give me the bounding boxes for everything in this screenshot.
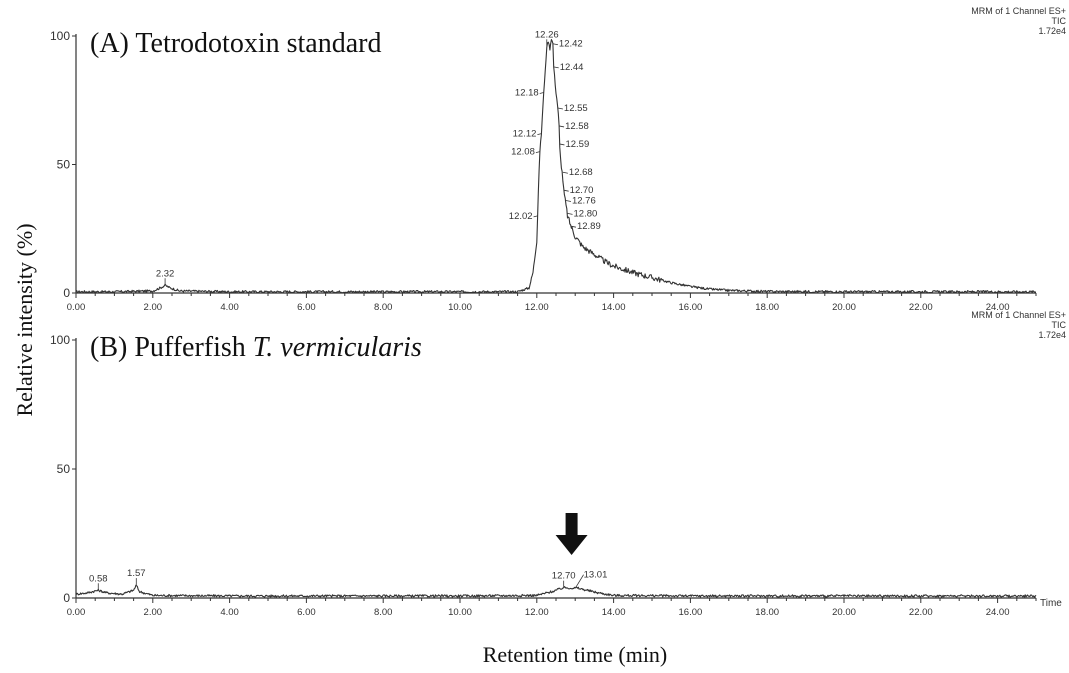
chromatogram-trace xyxy=(75,39,1037,294)
peak-label-leader xyxy=(567,212,573,215)
x-tick-label: 6.00 xyxy=(297,302,316,313)
x-tick-label: 2.00 xyxy=(144,302,163,313)
peak-label: 12.80 xyxy=(574,208,598,219)
x-axis-title: Retention time (min) xyxy=(483,642,668,667)
peak-label-leader xyxy=(563,189,569,192)
x-tick-label: 20.00 xyxy=(832,302,856,313)
x-tick-label: 16.00 xyxy=(679,607,703,618)
panel-title: (B) Pufferfish T. vermicularis xyxy=(90,332,422,363)
x-tick-label: 8.00 xyxy=(374,302,393,313)
peak-label-leader xyxy=(535,151,540,154)
peak-label: 12.44 xyxy=(560,62,584,73)
peak-label: 12.42 xyxy=(559,39,583,50)
x-tick-label: 4.00 xyxy=(220,607,239,618)
instrument-header-line: 1.72e4 xyxy=(1038,26,1066,36)
peak-label-leader xyxy=(533,215,538,218)
x-tick-label: 12.00 xyxy=(525,302,549,313)
y-tick-label: 0 xyxy=(63,591,70,605)
x-tick-label: 22.00 xyxy=(909,607,933,618)
peak-label: 12.55 xyxy=(564,103,588,114)
x-tick-label: 10.00 xyxy=(448,302,472,313)
x-tick-label: 18.00 xyxy=(755,607,779,618)
peak-label: 12.58 xyxy=(565,121,589,132)
peak-label-leader xyxy=(558,125,565,128)
peak-label: 12.70 xyxy=(570,185,594,196)
panel-title: (A) Tetrodotoxin standard xyxy=(90,28,381,59)
y-tick-label: 100 xyxy=(50,29,70,43)
instrument-header-line: 1.72e4 xyxy=(1038,330,1066,340)
x-tick-label: 4.00 xyxy=(220,302,239,313)
x-tick-label: 2.00 xyxy=(144,607,163,618)
x-tick-label: 8.00 xyxy=(374,607,393,618)
y-tick-label: 0 xyxy=(63,286,70,300)
down-arrow-icon xyxy=(555,513,588,555)
peak-label-leader xyxy=(537,133,542,136)
y-tick-label: 100 xyxy=(50,333,70,347)
x-tick-label: 24.00 xyxy=(986,302,1010,313)
chromatogram-trace xyxy=(75,584,1037,598)
y-tick-label: 50 xyxy=(57,158,71,172)
x-tick-label: 0.00 xyxy=(67,607,86,618)
peak-label: 1.57 xyxy=(127,568,146,579)
peak-label-leader xyxy=(552,43,559,46)
y-axis-title: Relative intensity (%) xyxy=(12,223,37,416)
peak-label: 12.76 xyxy=(572,195,596,206)
x-tick-label: 24.00 xyxy=(986,607,1010,618)
peak-label: 12.08 xyxy=(511,147,535,158)
x-tick-label: 20.00 xyxy=(832,607,856,618)
peak-label: 12.12 xyxy=(513,129,537,140)
peak-label-leader xyxy=(539,92,544,94)
instrument-header-line: MRM of 1 Channel ES+ xyxy=(971,6,1066,16)
panel-title-text: (B) Pufferfish xyxy=(90,332,253,363)
peak-label-leader xyxy=(562,171,568,174)
panel-b: 0 50 100 0.00 2.00 4.00 6.00 8.00 10.00 12.00 14.0… xyxy=(50,310,1067,618)
panel-a: 0 50 100 0.00 2.00 4.00 6.00 8.00 10.00 12.00 14.0… xyxy=(50,6,1067,313)
x-tick-label: 10.00 xyxy=(448,607,472,618)
peak-label: 12.59 xyxy=(565,139,589,150)
instrument-header-line: TIC xyxy=(1052,16,1067,26)
peak-label-leader xyxy=(570,225,577,228)
peak-label: 12.02 xyxy=(509,211,533,222)
peak-label-leader xyxy=(559,143,565,146)
peak-label-leader xyxy=(553,66,559,69)
x-tick-label: 14.00 xyxy=(602,607,626,618)
peak-label-leader xyxy=(565,200,572,202)
x-tick-label: 18.00 xyxy=(755,302,779,313)
peak-label: 12.70 xyxy=(552,571,576,582)
instrument-header-line: TIC xyxy=(1052,320,1067,330)
peak-label-leader xyxy=(557,107,563,110)
x-tick-label: 6.00 xyxy=(297,607,316,618)
x-tick-label: 12.00 xyxy=(525,607,549,618)
x-axis-unit-label: Time xyxy=(1040,598,1062,609)
panel-title-text: (A) Tetrodotoxin standard xyxy=(90,28,381,59)
x-tick-label: 16.00 xyxy=(679,302,703,313)
peak-label: 2.32 xyxy=(156,268,175,279)
peak-label: 12.89 xyxy=(577,221,601,232)
x-tick-label: 0.00 xyxy=(67,302,86,313)
peak-label: 13.01 xyxy=(584,570,608,581)
peak-label: 0.58 xyxy=(89,573,108,584)
peak-label-leader xyxy=(575,574,584,588)
x-tick-label: 22.00 xyxy=(909,302,933,313)
peak-label: 12.26 xyxy=(535,29,559,40)
instrument-header-line: MRM of 1 Channel ES+ xyxy=(971,310,1066,320)
panel-title-species: T. vermicularis xyxy=(253,332,422,363)
peak-label: 12.18 xyxy=(515,88,539,99)
peak-label: 12.68 xyxy=(569,167,593,178)
x-tick-label: 14.00 xyxy=(602,302,626,313)
y-tick-label: 50 xyxy=(57,462,71,476)
